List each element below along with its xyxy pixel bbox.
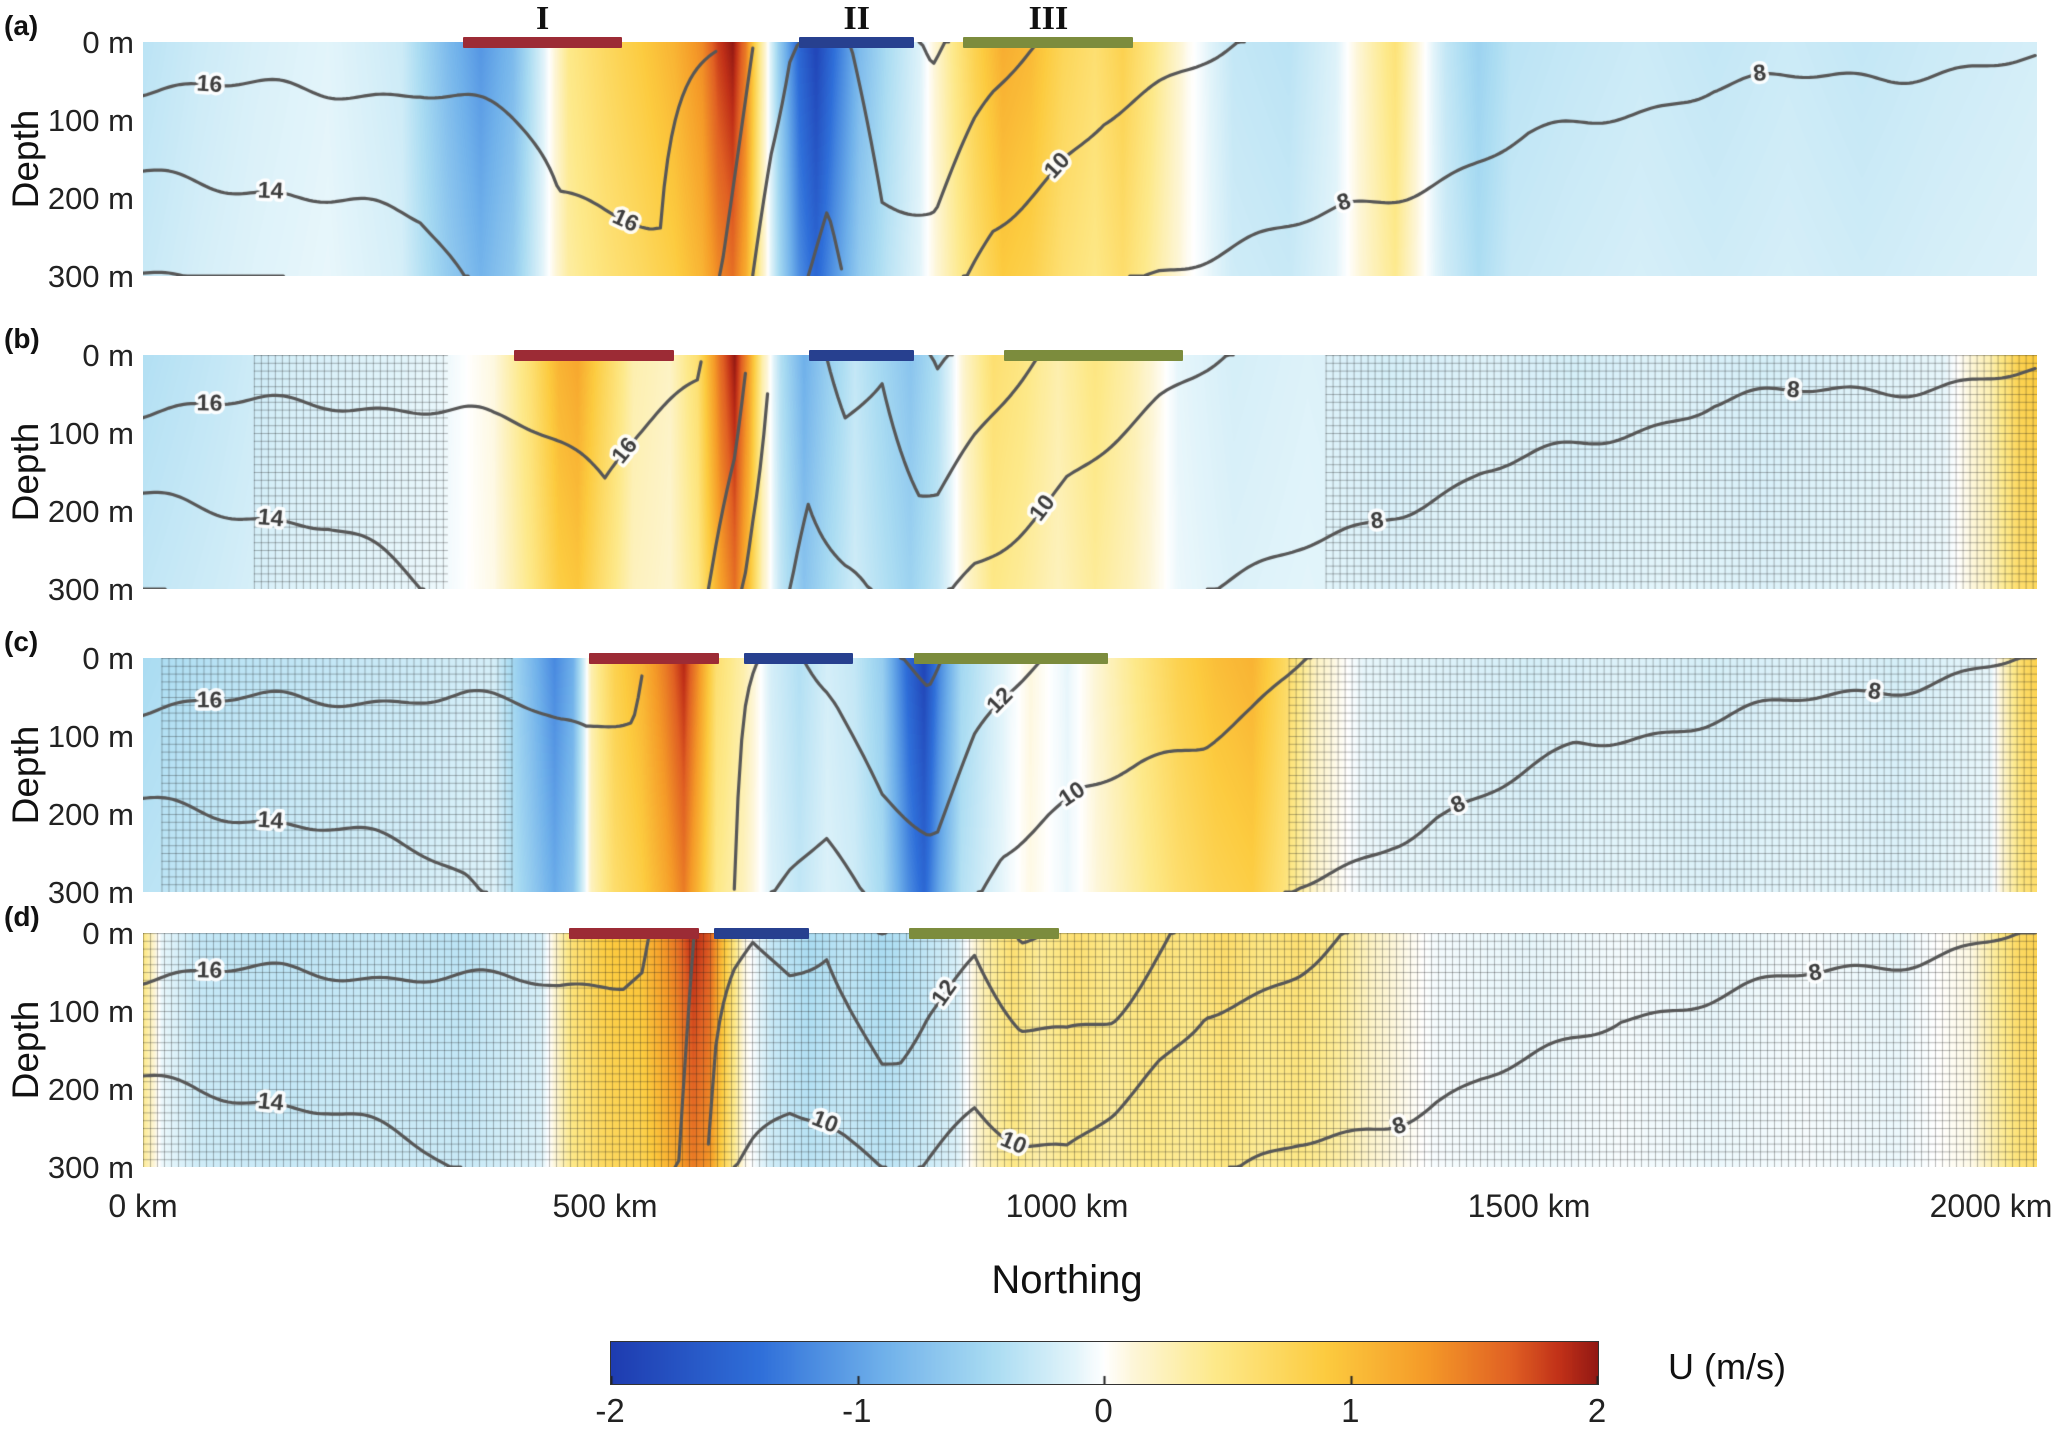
section-bar-I <box>462 37 623 48</box>
panel-label-a: (a) <box>4 10 39 41</box>
velocity-section-canvas <box>143 42 2037 276</box>
colorbar-gradient <box>611 1342 1598 1384</box>
y-axis-label: Depth <box>5 109 46 209</box>
y-tick: 0 m <box>82 25 134 60</box>
y-tick: 300 m <box>47 875 134 910</box>
x-tick-2000: 2000 km <box>1929 1188 2053 1224</box>
x-tick-500: 500 km <box>552 1188 658 1224</box>
x-tick-0: 0 km <box>108 1188 178 1224</box>
section-numeral-III: III <box>1028 0 1069 37</box>
x-tick-1000: 1000 km <box>1005 1188 1129 1224</box>
section-numeral-I: I <box>535 0 550 37</box>
y-axis-label: Depth <box>5 1000 46 1100</box>
y-tick: 200 m <box>47 181 134 216</box>
velocity-section-canvas <box>143 658 2037 892</box>
section-panel-2 <box>143 350 2037 589</box>
y-tick: 200 m <box>47 1072 134 1107</box>
panel-label-c: (c) <box>4 626 39 657</box>
y-tick: 100 m <box>47 719 134 754</box>
section-bar-I <box>589 653 719 664</box>
section-bar-I <box>568 928 700 939</box>
y-tick: 200 m <box>47 494 134 529</box>
y-tick: 300 m <box>47 572 134 607</box>
colorbar-tick-neg1: -1 <box>842 1392 872 1429</box>
y-tick: 100 m <box>47 994 134 1029</box>
colorbar-tick-2: 2 <box>1587 1392 1607 1429</box>
y-tick: 100 m <box>47 416 134 451</box>
x-tick-1500: 1500 km <box>1467 1188 1591 1224</box>
y-tick: 300 m <box>47 1150 134 1185</box>
velocity-section-canvas <box>143 933 2037 1167</box>
y-tick: 0 m <box>82 916 134 951</box>
y-axis-label: Depth <box>5 725 46 825</box>
section-bar-III <box>913 653 1109 664</box>
velocity-section-canvas <box>143 355 2037 589</box>
section-panel-3 <box>143 653 2037 892</box>
x-axis-label: Northing <box>991 1258 1143 1302</box>
colorbar-label: U (m/s) <box>1668 1346 1786 1387</box>
section-numeral-II: II <box>843 0 870 37</box>
section-panel-1 <box>143 37 2037 276</box>
y-tick: 0 m <box>82 641 134 676</box>
section-bar-I <box>514 350 675 361</box>
section-bar-III <box>1004 350 1184 361</box>
section-bar-II <box>809 350 914 361</box>
colorbar-tick-1: 1 <box>1341 1392 1360 1429</box>
y-axis-label: Depth <box>5 422 46 522</box>
section-bar-II <box>713 928 810 939</box>
y-tick: 0 m <box>82 338 134 373</box>
colorbar-tick-0: 0 <box>1094 1392 1113 1429</box>
section-bar-II <box>743 653 854 664</box>
section-bar-III <box>908 928 1059 939</box>
section-panel-4 <box>143 928 2037 1167</box>
y-tick: 100 m <box>47 103 134 138</box>
panel-label-d: (d) <box>4 901 40 932</box>
y-tick: 300 m <box>47 259 134 294</box>
y-tick: 200 m <box>47 797 134 832</box>
colorbar <box>610 1341 1599 1385</box>
section-bar-II <box>798 37 915 48</box>
panel-label-b: (b) <box>4 323 40 354</box>
colorbar-tick-neg2: -2 <box>595 1392 625 1429</box>
section-bar-III <box>963 37 1134 48</box>
